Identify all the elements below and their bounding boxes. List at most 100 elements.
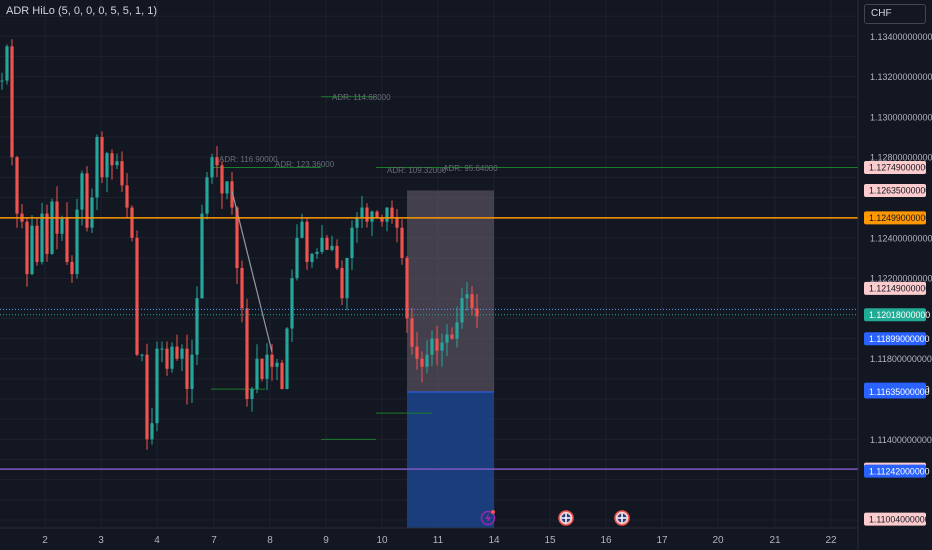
event-flag-icon[interactable]	[614, 510, 630, 526]
candle-body	[130, 207, 134, 238]
candle-body	[155, 348, 159, 424]
candle-body	[355, 217, 359, 228]
candle-body	[195, 298, 199, 355]
x-tick-label: 22	[825, 535, 837, 546]
candle-body	[350, 227, 354, 258]
price-badge-label: 1.12018000000	[869, 310, 930, 320]
candle-body	[425, 354, 429, 367]
price-badge-label: 1.11899000000	[869, 334, 930, 344]
candle-body	[165, 348, 169, 369]
candle-body	[245, 308, 249, 400]
indicator-legend[interactable]: ADR HiLo (5, 0, 0, 0, 5, 5, 1, 1)	[6, 5, 158, 17]
event-flash-icon[interactable]	[480, 510, 496, 526]
x-tick-label: 2	[42, 535, 48, 546]
candle-body	[105, 153, 109, 178]
candle-body	[270, 354, 274, 367]
candle-body	[370, 211, 374, 222]
candle-body	[255, 358, 259, 389]
candle-body	[275, 362, 279, 367]
candle-body	[90, 197, 94, 228]
candle-body	[50, 201, 54, 254]
candle-body	[360, 207, 364, 218]
position-target-zone	[407, 391, 494, 528]
price-badge	[864, 160, 926, 174]
candle-body	[315, 251, 319, 254]
candle-body	[70, 261, 74, 275]
candle-body	[420, 358, 424, 367]
candle-body	[440, 342, 444, 351]
adr-label: ADR: 116.90000	[219, 155, 278, 164]
candle-body	[235, 207, 239, 269]
candle-body	[325, 237, 329, 250]
candle-body	[225, 181, 229, 194]
candle-body	[475, 308, 479, 317]
x-tick-label: 17	[656, 535, 668, 546]
y-tick-label: 1.13200000000	[870, 72, 932, 82]
price-badge	[864, 281, 926, 295]
candle-body	[410, 318, 414, 347]
price-badge-label: 1.11635000000	[869, 387, 930, 397]
candle-body	[10, 46, 14, 158]
candle-body	[290, 278, 294, 329]
candle-body	[110, 153, 114, 166]
candle-body	[375, 211, 379, 218]
candle-body	[460, 298, 464, 323]
candle-body	[175, 346, 179, 359]
x-tick-label: 4	[154, 535, 160, 546]
candle-body	[60, 217, 64, 234]
price-badge	[864, 183, 926, 197]
position-stop-zone	[407, 190, 494, 392]
candle-body	[170, 346, 174, 369]
candle-body	[15, 157, 19, 214]
candle-body	[95, 137, 99, 198]
y-tick-label: 1.11400000000	[870, 435, 932, 445]
candle-body	[430, 338, 434, 355]
candle-body	[385, 207, 389, 222]
candle-body	[230, 181, 234, 208]
y-tick-label: 1.12400000000	[870, 233, 932, 243]
candle-body	[215, 157, 219, 166]
price-badge-label: 1.11242000000	[869, 466, 930, 476]
candle-body	[145, 354, 149, 440]
candle-body	[240, 268, 244, 309]
candle-body	[5, 46, 9, 81]
candle-body	[135, 237, 139, 355]
price-badge-label: 1.11004000000	[869, 514, 930, 524]
x-tick-label: 8	[267, 535, 273, 546]
price-badge	[864, 308, 926, 322]
flash-icon	[485, 513, 491, 523]
candle-body	[65, 217, 69, 262]
candle-body	[340, 268, 344, 299]
candle-body	[465, 294, 469, 299]
candle-body	[365, 207, 369, 222]
candle-body	[210, 157, 214, 178]
currency-selector[interactable]: CHF	[864, 4, 926, 24]
price-badge	[864, 512, 926, 526]
candle-body	[250, 388, 254, 400]
candle-body	[400, 227, 404, 258]
price-badge-label: 1.12499000000	[869, 213, 930, 223]
event-flag-icon[interactable]	[558, 510, 574, 526]
candle-body	[75, 209, 79, 275]
candle-body	[150, 423, 154, 440]
adr-label: ADR: 109.32000	[387, 166, 447, 175]
x-tick-label: 21	[769, 535, 781, 546]
candle-body	[140, 354, 144, 356]
candle-body	[120, 161, 124, 186]
candle-body	[180, 348, 184, 359]
candle-body	[300, 221, 304, 238]
candle-body	[40, 213, 44, 262]
x-tick-label: 10	[376, 535, 388, 546]
candle-body	[200, 213, 204, 299]
adr-label: ADR: 123.36000	[275, 160, 335, 169]
price-badge	[864, 211, 926, 225]
candle-body	[190, 354, 194, 389]
x-tick-label: 9	[323, 535, 329, 546]
x-tick-label: 20	[712, 535, 724, 546]
candle-body	[205, 177, 209, 214]
candle-body	[0, 80, 4, 82]
candle-body	[30, 225, 34, 275]
y-tick-label: 1.13400000000	[870, 32, 932, 42]
